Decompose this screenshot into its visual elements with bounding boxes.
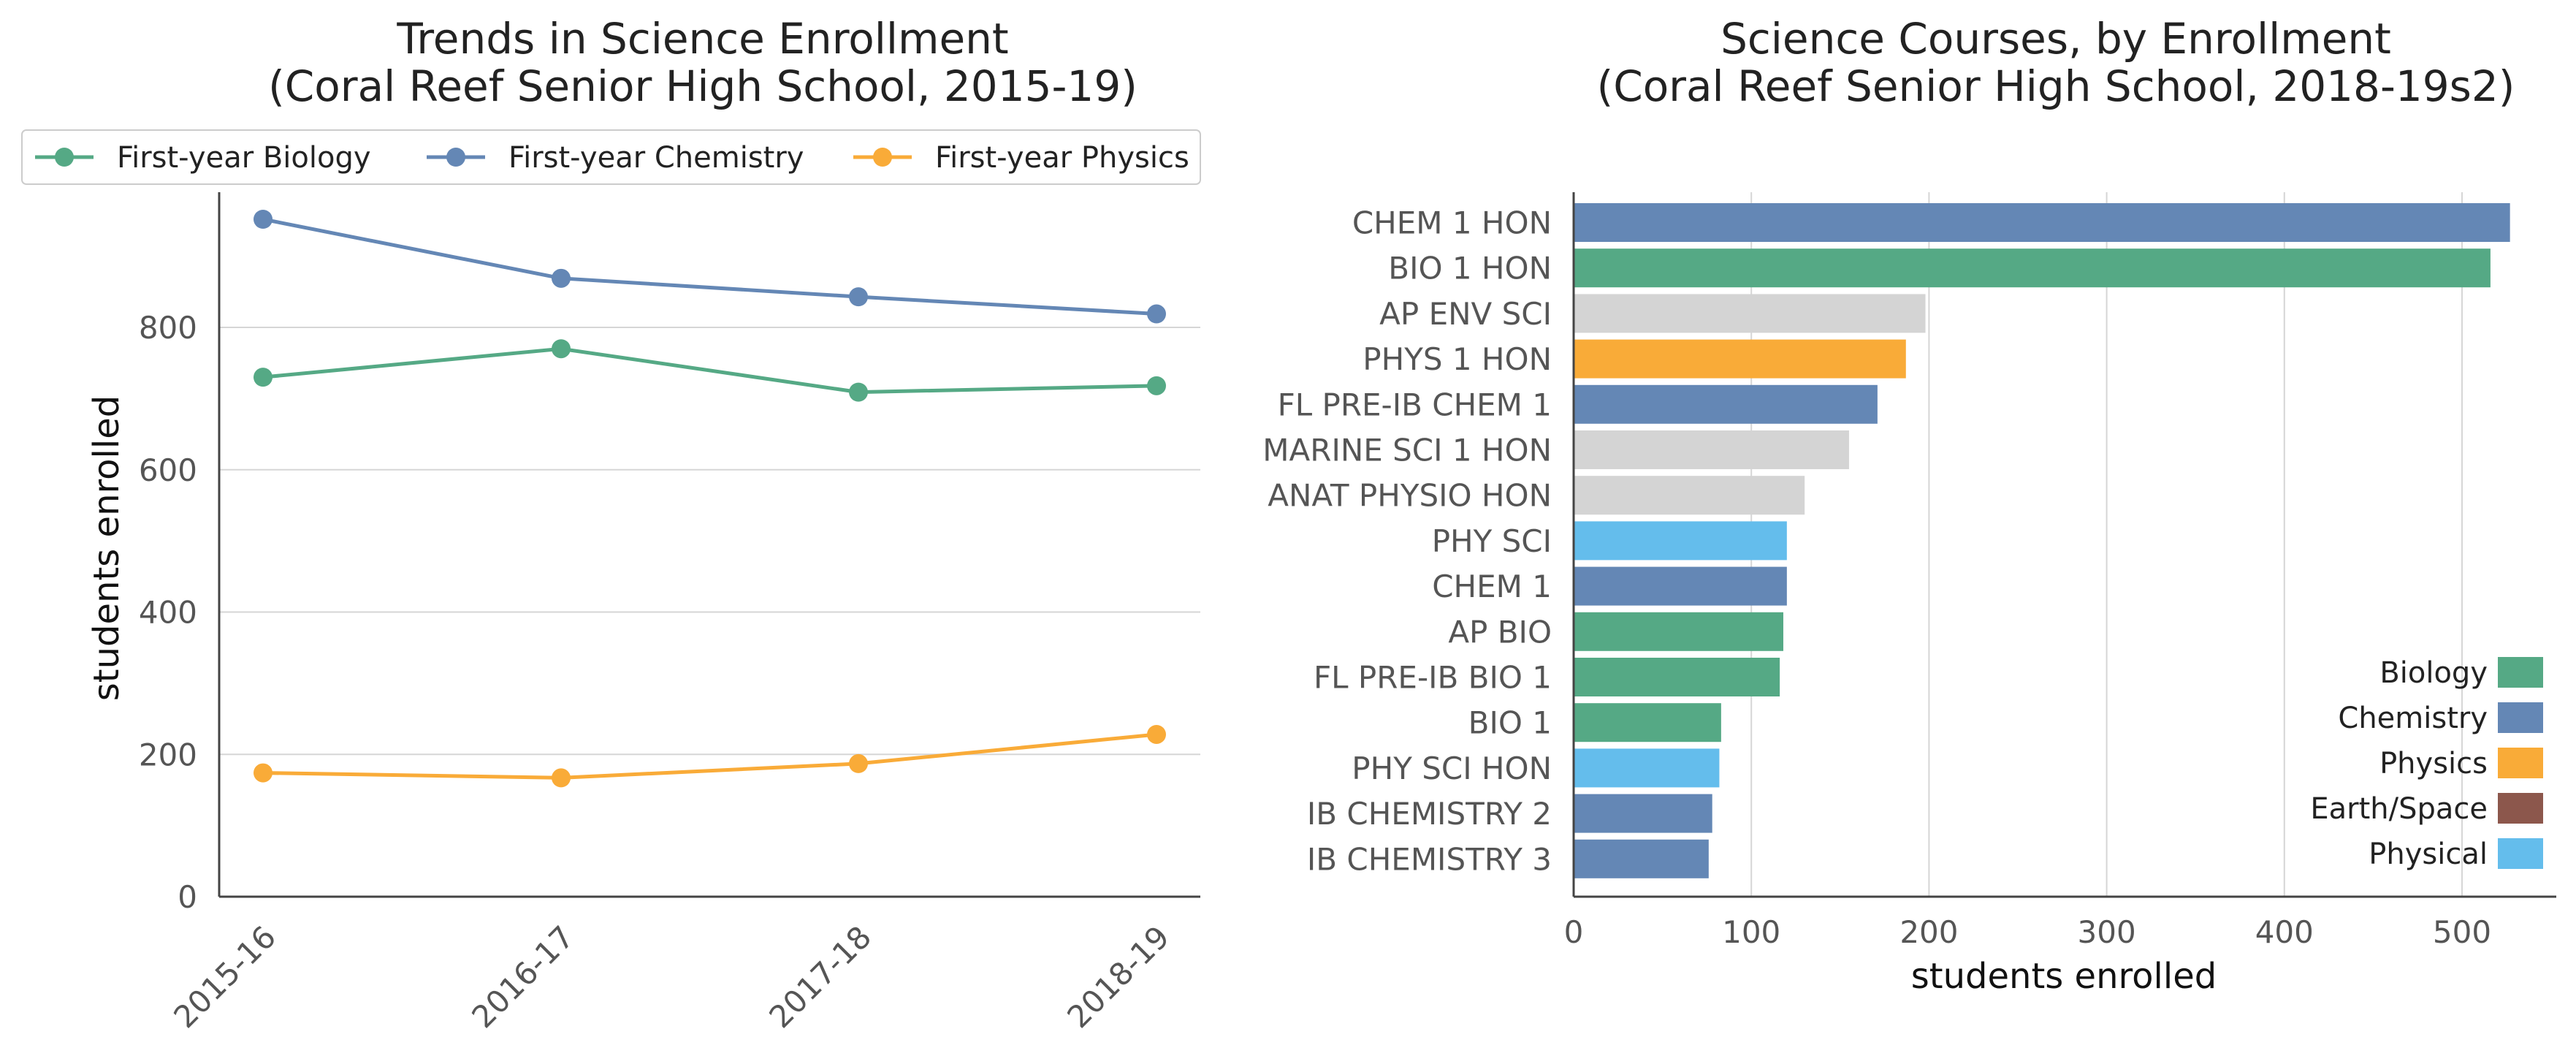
right-x-axis-label: students enrolled bbox=[1911, 956, 2217, 997]
legend-frame bbox=[21, 129, 1201, 185]
right-chart-title-line2: (Coral Reef Senior High School, 2018-19s… bbox=[1597, 61, 2515, 111]
legend-label: First-year Biology bbox=[117, 141, 371, 175]
data-point bbox=[849, 382, 868, 402]
legend-label: First-year Chemistry bbox=[508, 141, 804, 175]
x-tick-label: 200 bbox=[1899, 914, 1958, 950]
y-tick-label: PHY SCI bbox=[1432, 523, 1552, 559]
data-point bbox=[552, 339, 571, 359]
bar bbox=[1574, 703, 1721, 742]
data-point bbox=[1147, 724, 1166, 744]
bar bbox=[1574, 612, 1783, 651]
x-tick-label: 500 bbox=[2433, 914, 2491, 950]
bar bbox=[1574, 430, 1849, 469]
bar bbox=[1574, 294, 1926, 333]
data-point bbox=[849, 287, 868, 307]
bar bbox=[1574, 658, 1780, 696]
legend-swatch bbox=[2498, 748, 2543, 778]
legend-marker bbox=[446, 148, 465, 167]
legend-swatch bbox=[2498, 702, 2543, 733]
data-point bbox=[552, 268, 571, 288]
y-tick-label: AP ENV SCI bbox=[1379, 296, 1552, 332]
y-tick-label: AP BIO bbox=[1448, 614, 1552, 650]
legend-label: Biology bbox=[2379, 656, 2488, 690]
y-tick-label: CHEM 1 bbox=[1432, 569, 1552, 604]
data-point bbox=[849, 753, 868, 773]
y-tick-label: ANAT PHYSIO HON bbox=[1268, 478, 1552, 514]
series-line bbox=[262, 217, 1157, 316]
bar bbox=[1574, 794, 1712, 833]
legend-label: Earth/Space bbox=[2310, 792, 2488, 826]
legend-swatch bbox=[2498, 657, 2543, 688]
right-chart-title-line1: Science Courses, by Enrollment bbox=[1720, 14, 2391, 64]
x-tick-label: 100 bbox=[1722, 914, 1780, 950]
bar bbox=[1574, 476, 1805, 515]
left-chart-title-line1: Trends in Science Enrollment bbox=[396, 14, 1008, 64]
x-tick-label: 2016-17 bbox=[465, 919, 581, 1035]
y-tick-label: 400 bbox=[139, 595, 197, 631]
y-tick-label: FL PRE-IB BIO 1 bbox=[1314, 660, 1552, 696]
data-point bbox=[254, 368, 273, 387]
bar bbox=[1574, 248, 2491, 288]
legend-label: First-year Physics bbox=[935, 141, 1189, 175]
right-bar-chart: 0 100 200 300 400 500 CHEM 1 HON BIO 1 HON AP EN… bbox=[1262, 192, 2556, 950]
y-tick-label: PHYS 1 HON bbox=[1363, 341, 1552, 377]
x-tick-label: 300 bbox=[2078, 914, 2136, 950]
legend-swatch bbox=[2498, 838, 2543, 869]
x-tick-label: 0 bbox=[1564, 914, 1584, 950]
data-point bbox=[254, 763, 273, 783]
data-point bbox=[1147, 304, 1166, 324]
left-y-axis-label: students enrolled bbox=[86, 395, 127, 701]
bar bbox=[1574, 521, 1787, 561]
series-line bbox=[262, 732, 1157, 780]
y-tick-label: 200 bbox=[139, 737, 197, 772]
left-chart-title-line2: (Coral Reef Senior High School, 2015-19) bbox=[268, 61, 1138, 111]
x-tick-label: 2017-18 bbox=[762, 919, 878, 1035]
y-tick-label: 800 bbox=[139, 310, 197, 346]
bar bbox=[1574, 384, 1878, 424]
legend-label: Chemistry bbox=[2338, 702, 2488, 735]
y-tick-label: 0 bbox=[178, 879, 197, 915]
x-tick-label: 400 bbox=[2255, 914, 2314, 950]
data-point bbox=[1147, 376, 1166, 395]
y-tick-label: 600 bbox=[139, 452, 197, 488]
data-point bbox=[254, 210, 273, 229]
y-tick-label: IB CHEMISTRY 2 bbox=[1307, 796, 1552, 832]
y-tick-label: FL PRE-IB CHEM 1 bbox=[1278, 387, 1552, 422]
y-tick-label: MARINE SCI 1 HON bbox=[1262, 433, 1552, 468]
y-tick-label: BIO 1 bbox=[1468, 705, 1552, 741]
legend-marker bbox=[873, 148, 892, 167]
bar bbox=[1574, 339, 1906, 379]
bar bbox=[1574, 566, 1787, 606]
series-line bbox=[262, 346, 1157, 395]
data-point bbox=[552, 768, 571, 788]
x-tick-label: 2015-16 bbox=[167, 919, 283, 1035]
legend-marker bbox=[55, 148, 74, 167]
right-legend: Biology Chemistry Physics Earth/Space Physic… bbox=[2310, 656, 2543, 871]
bar bbox=[1574, 839, 1709, 878]
y-tick-label: CHEM 1 HON bbox=[1352, 205, 1552, 241]
bar bbox=[1574, 203, 2510, 242]
left-line-chart: 0 200 400 600 800 2015-16 2016-17 2017-18 2018-1… bbox=[21, 129, 1201, 1035]
legend-swatch bbox=[2498, 793, 2543, 824]
legend-label: Physical bbox=[2369, 837, 2488, 871]
left-legend: First-year Biology First-year Chemistry Fi… bbox=[21, 129, 1201, 185]
y-tick-label: PHY SCI HON bbox=[1352, 751, 1552, 786]
x-tick-label: 2018-19 bbox=[1060, 919, 1176, 1035]
legend-label: Physics bbox=[2379, 747, 2488, 780]
bar bbox=[1574, 748, 1720, 788]
y-tick-label: BIO 1 HON bbox=[1388, 251, 1552, 286]
y-tick-label: IB CHEMISTRY 3 bbox=[1307, 841, 1552, 877]
